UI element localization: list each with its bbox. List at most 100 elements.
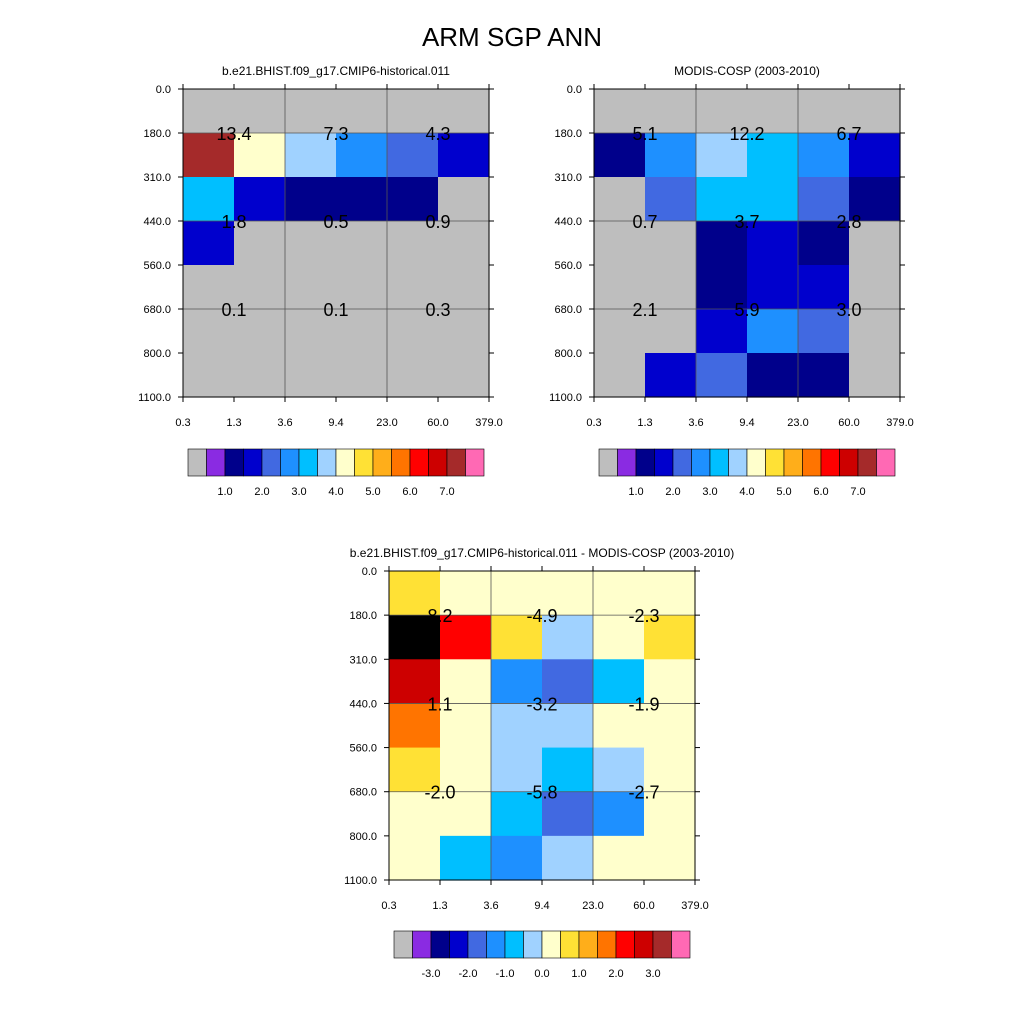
x-tick-label: 60.0	[838, 417, 859, 429]
x-tick-label: 0.3	[586, 417, 601, 429]
colorbar-box	[409, 448, 429, 477]
heatmap-cell	[387, 265, 439, 310]
cell-value-label: 12.2	[729, 124, 764, 144]
y-tick-label: 310.0	[349, 654, 377, 666]
y-tick-label: 680.0	[554, 304, 582, 316]
panel-title: MODIS-COSP (2003-2010)	[674, 64, 820, 78]
colorbar-box	[446, 448, 466, 477]
colorbar-box	[261, 448, 281, 477]
cell-value-label: -4.9	[526, 606, 557, 626]
x-tick-label: 1.3	[432, 900, 447, 912]
heatmap-cell	[849, 265, 901, 310]
heatmap-cell	[594, 353, 646, 398]
heatmap-cell	[542, 791, 594, 837]
page-title: ARM SGP ANN	[422, 22, 602, 52]
heatmap-cell	[389, 835, 441, 881]
heatmap-cell	[593, 659, 645, 705]
heatmap-cell	[696, 133, 748, 178]
y-tick-label: 440.0	[349, 698, 377, 710]
cell-value-label: 3.0	[836, 300, 861, 320]
heatmap-cell	[234, 177, 286, 222]
colorbar-label: 2.0	[254, 486, 269, 498]
cell-value-label: 1.1	[427, 694, 452, 714]
cell-value-label: 5.9	[734, 300, 759, 320]
colorbar-box	[876, 448, 896, 477]
heatmap-cell	[285, 133, 337, 178]
colorbar-box	[578, 930, 598, 959]
y-tick-label: 180.0	[143, 128, 171, 140]
heatmap-cell	[594, 221, 646, 266]
heatmap-cell	[285, 177, 337, 222]
heatmap-cell	[285, 221, 337, 266]
y-tick-label: 1100.0	[344, 875, 377, 887]
colorbar-box	[354, 448, 374, 477]
colorbar-label: 3.0	[645, 968, 660, 980]
colorbar-box	[728, 448, 748, 477]
y-tick-label: 1100.0	[138, 392, 171, 404]
colorbar-box	[654, 448, 674, 477]
y-tick-label: 310.0	[143, 172, 171, 184]
heatmap-cell	[491, 791, 543, 837]
heatmap-cell	[336, 309, 388, 354]
heatmap-cell	[645, 221, 697, 266]
heatmap-cell	[336, 221, 388, 266]
heatmap-cell	[747, 353, 799, 398]
heatmap-cell	[645, 177, 697, 222]
heatmap-cell	[183, 177, 235, 222]
heatmap-cell	[849, 353, 901, 398]
heatmap-cell	[387, 309, 439, 354]
x-tick-label: 23.0	[787, 417, 808, 429]
colorbar-box	[449, 930, 469, 959]
colorbar-label: 1.0	[217, 486, 232, 498]
heatmap-cell	[747, 265, 799, 310]
heatmap-cell	[594, 309, 646, 354]
colorbar-box	[541, 930, 561, 959]
cell-value-label: -5.8	[526, 783, 557, 803]
heatmap-cell	[440, 659, 492, 705]
x-tick-label: 23.0	[582, 900, 603, 912]
y-tick-label: 800.0	[554, 348, 582, 360]
heatmap-cell	[798, 265, 850, 310]
heatmap-cell	[645, 133, 697, 178]
heatmap-cell	[285, 89, 337, 134]
heatmap-cell	[438, 353, 490, 398]
heatmap-cell	[183, 265, 235, 310]
heatmap-cell	[696, 353, 748, 398]
heatmap-cell	[644, 571, 696, 616]
colorbar-box	[224, 448, 244, 477]
heatmap-cell	[389, 703, 441, 749]
heatmap-cell	[440, 791, 492, 837]
colorbar-box	[672, 448, 692, 477]
heatmap-cell	[387, 133, 439, 178]
cell-value-label: 4.3	[425, 124, 450, 144]
heatmap-cell	[696, 177, 748, 222]
heatmap-cell	[438, 309, 490, 354]
colorbar-box	[634, 930, 654, 959]
heatmap-cell	[183, 353, 235, 398]
x-tick-label: 1.3	[637, 417, 652, 429]
colorbar-label: 5.0	[776, 486, 791, 498]
heatmap-cell	[387, 177, 439, 222]
colorbar-box	[298, 448, 318, 477]
heatmap-cell	[696, 265, 748, 310]
heatmap-cell	[798, 221, 850, 266]
x-tick-label: 60.0	[427, 417, 448, 429]
x-tick-label: 3.6	[688, 417, 703, 429]
colorbar-box	[560, 930, 580, 959]
cell-value-label: 6.7	[836, 124, 861, 144]
heatmap-cell	[440, 747, 492, 793]
x-tick-label: 3.6	[277, 417, 292, 429]
cell-value-label: 3.7	[734, 212, 759, 232]
colorbar-box	[671, 930, 691, 959]
cell-value-label: -3.2	[526, 694, 557, 714]
heatmap-cell	[747, 221, 799, 266]
colorbar-box	[615, 930, 635, 959]
colorbar-box	[617, 448, 637, 477]
cell-value-label: -2.0	[424, 783, 455, 803]
y-tick-label: 0.0	[362, 566, 377, 578]
heatmap-cell	[798, 177, 850, 222]
heatmap-cell	[387, 353, 439, 398]
heatmap-cell	[594, 177, 646, 222]
heatmap-cell	[542, 703, 594, 749]
